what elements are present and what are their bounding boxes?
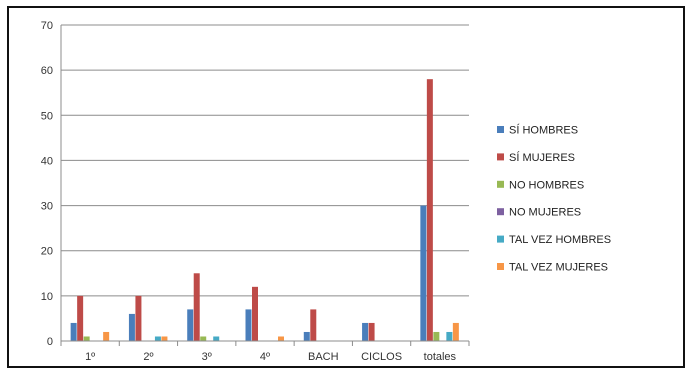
bar-s1-c6 [426, 79, 433, 342]
legend-swatch-4 [497, 235, 504, 243]
bar-s2-c6 [433, 331, 440, 341]
bar-s1-c5 [368, 322, 375, 341]
chart-frame: 0 10 20 30 40 50 60 70 1º 2º 3º 4º BACH CICLOS totale… [7, 6, 685, 368]
bar-s0-c4 [303, 331, 310, 341]
bar-s4-c1 [154, 336, 161, 341]
bar-s1-c0 [77, 295, 84, 341]
legend-swatch-1 [497, 153, 504, 161]
bar-s1-c1 [135, 295, 142, 341]
bar-s5-c6 [452, 322, 459, 341]
legend: SÍ HOMBRES SÍ MUJERES NO HOMBRES NO MUJERES… [497, 124, 611, 274]
y-tick-label-3: 30 [41, 201, 53, 213]
bar-chart: 0 10 20 30 40 50 60 70 1º 2º 3º 4º BACH CICLOS totale… [41, 20, 611, 363]
legend-label-5: TAL VEZ MUJERES [509, 262, 608, 274]
bar-s1-c3 [252, 286, 258, 341]
bars [70, 79, 459, 342]
bar-s0-c1 [128, 313, 135, 341]
legend-swatch-3 [497, 208, 504, 216]
y-tick-label-5: 50 [41, 110, 53, 122]
bar-s0-c0 [70, 322, 77, 341]
x-tick-label-6: totales [424, 351, 457, 363]
bar-s4-c2 [213, 336, 220, 341]
legend-swatch-5 [497, 263, 504, 270]
legend-label-0: SÍ HOMBRES [509, 124, 578, 137]
bar-s2-c0 [83, 336, 90, 341]
x-tick-label-1: 2º [143, 351, 153, 363]
bar-s4-c6 [446, 331, 453, 341]
x-tick-label-5: CICLOS [361, 351, 402, 363]
legend-label-3: NO MUJERES [509, 207, 581, 219]
bar-s0-c6 [420, 205, 427, 341]
bar-s0-c2 [187, 309, 194, 341]
x-tick-label-4: BACH [308, 351, 339, 363]
bar-s1-c4 [310, 309, 317, 341]
x-tick-label-0: 1º [85, 351, 95, 363]
bar-s0-c5 [362, 322, 369, 341]
y-tick-label-4: 40 [41, 155, 53, 167]
legend-label-1: SÍ MUJERES [509, 151, 575, 164]
y-tick-label-0: 0 [47, 336, 53, 348]
bar-s0-c3 [245, 309, 252, 341]
y-tick-label-6: 60 [41, 65, 53, 77]
bar-s5-c3 [278, 336, 284, 341]
x-tick-label-3: 4º [260, 351, 270, 363]
bar-s5-c1 [161, 336, 168, 341]
bar-s5-c0 [103, 331, 110, 341]
gridlines [61, 24, 469, 297]
x-tick-labels: 1º 2º 3º 4º BACH CICLOS totales [85, 351, 456, 363]
y-tick-labels: 0 10 20 30 40 50 60 70 [41, 20, 53, 348]
bar-s2-c2 [200, 336, 207, 341]
legend-swatch-2 [497, 180, 504, 188]
legend-label-2: NO HOMBRES [509, 179, 584, 191]
x-tick-label-2: 3º [202, 351, 212, 363]
y-tick-label-1: 10 [41, 291, 53, 303]
legend-label-4: TAL VEZ HOMBRES [509, 234, 611, 246]
bar-s1-c2 [193, 273, 200, 341]
y-tick-label-7: 70 [41, 20, 53, 32]
axes [60, 25, 470, 346]
legend-swatch-0 [497, 126, 504, 133]
y-tick-label-2: 20 [41, 246, 53, 258]
